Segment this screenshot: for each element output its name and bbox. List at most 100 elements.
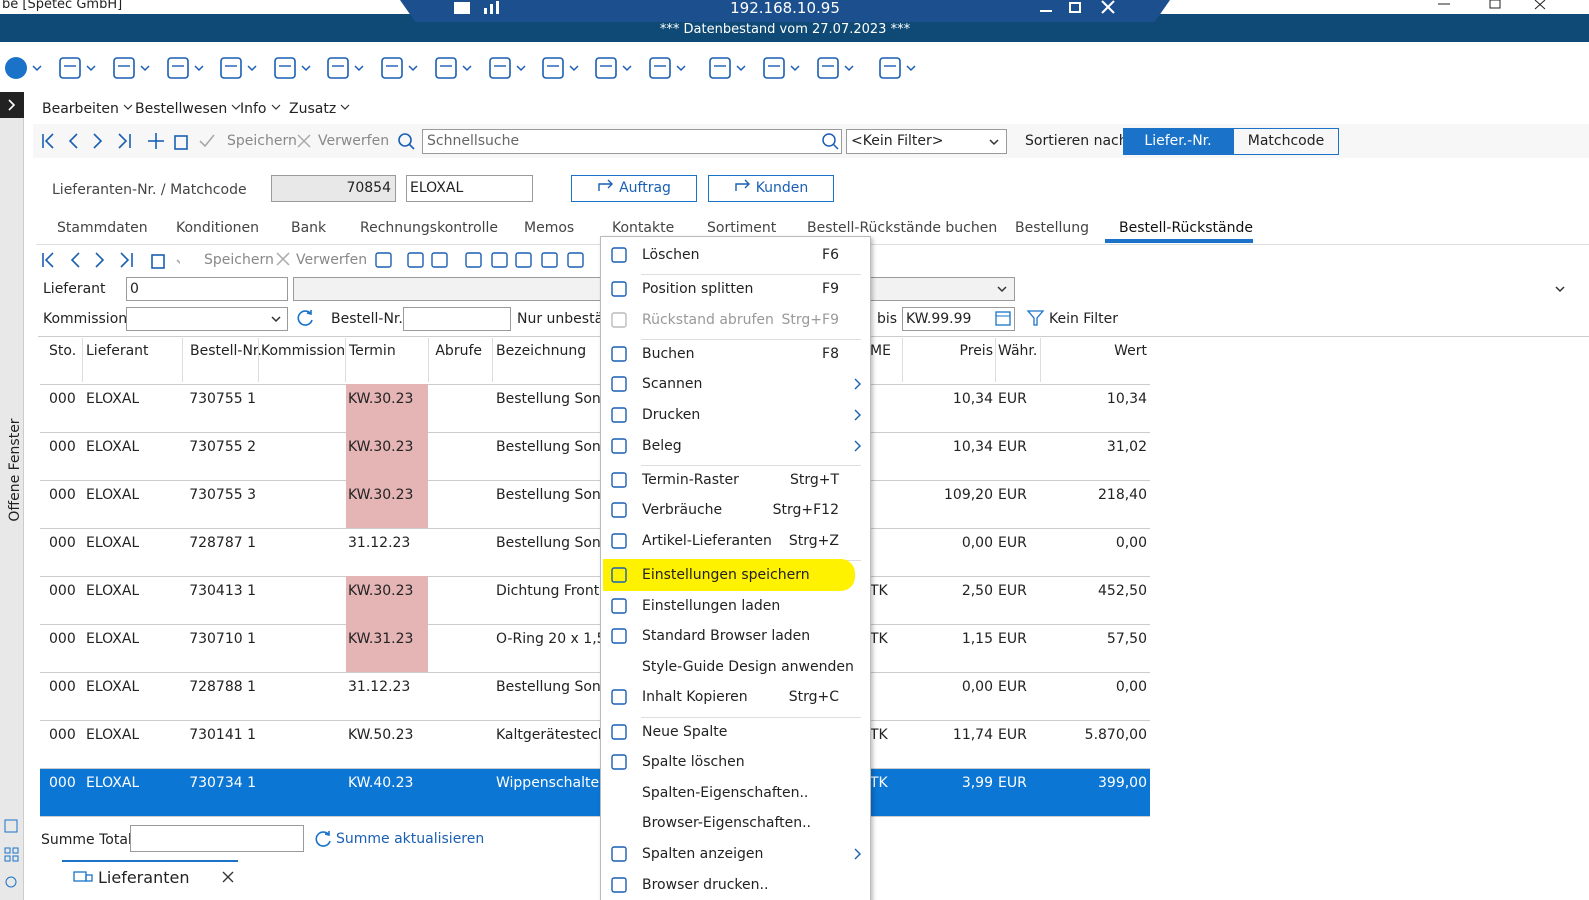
sidebar-toggle[interactable] (0, 92, 24, 118)
toolbar-icon[interactable] (112, 54, 152, 82)
table-cell: 399,00 (1098, 775, 1147, 791)
menu-item[interactable]: Einstellungen speichern (642, 567, 810, 583)
toolbar-icon[interactable] (648, 54, 688, 82)
table-row[interactable] (40, 384, 1150, 432)
menu-item[interactable]: Drucken (642, 407, 701, 423)
tab[interactable]: Bestell-Rückstände buchen (807, 220, 998, 236)
discard-button[interactable]: Verwerfen (318, 133, 390, 149)
menu-item[interactable]: Artikel-Lieferanten (642, 532, 772, 549)
menu-item[interactable]: Verbräuche (642, 502, 723, 519)
remote-controls (450, 0, 1150, 18)
tab[interactable]: Memos (524, 220, 575, 236)
toolbar-icon[interactable] (219, 54, 259, 82)
bis-input[interactable]: KW.99.99 (902, 307, 1015, 331)
table-row[interactable] (40, 672, 1150, 720)
matchcode[interactable]: ELOXAL (406, 175, 533, 202)
sub-nav[interactable] (40, 249, 192, 271)
toolbar-icon[interactable] (594, 54, 634, 82)
toolbar-icon[interactable] (166, 54, 206, 82)
tab[interactable]: Bestell-Rückstände (1119, 220, 1253, 236)
menu-item[interactable]: Bearbeiten (42, 99, 134, 119)
menu-item[interactable]: Inhalt Kopieren (642, 689, 748, 706)
filter-select[interactable]: <Kein Filter> (846, 129, 1007, 154)
filter-icon[interactable] (1026, 309, 1046, 327)
sub-tool-icon[interactable] (514, 250, 534, 270)
lieferant-input[interactable]: 0 (126, 277, 288, 301)
toolbar-icon[interactable] (816, 54, 856, 82)
tab[interactable]: Stammdaten (57, 220, 148, 236)
menu-item[interactable]: Position splitten (642, 281, 754, 298)
table-row[interactable] (40, 624, 1150, 672)
tab[interactable]: Bestellung (1015, 220, 1090, 236)
tab[interactable]: Rechnungskontrolle (360, 220, 499, 236)
toolbar-icon[interactable] (4, 54, 44, 82)
menu-item[interactable]: Neue Spalte (642, 723, 728, 740)
table-row[interactable] (40, 720, 1150, 768)
window-tab[interactable]: Lieferanten (98, 868, 190, 887)
sub-save[interactable]: Speichern (204, 252, 274, 268)
menu-item[interactable]: Buchen (642, 345, 695, 362)
sort-option[interactable]: Matchcode (1233, 128, 1339, 155)
filter-status[interactable]: Kein Filter (1049, 311, 1118, 327)
sort-option[interactable]: Liefer.-Nr. (1123, 128, 1233, 155)
menu-item[interactable]: Spalten-Eigenschaften.. (642, 784, 809, 801)
menu-item[interactable]: Bestellwesen (135, 99, 242, 119)
window-tab-line (62, 860, 238, 862)
refresh-icon[interactable] (296, 308, 316, 328)
menu-item[interactable]: Beleg (642, 437, 682, 454)
sub-tool-icon[interactable] (374, 250, 394, 270)
sub-tool-icon[interactable] (464, 250, 484, 270)
filter-label: Bestell-Nr. (331, 311, 403, 327)
sub-tool-icon[interactable] (540, 250, 560, 270)
toolbar-icon[interactable] (708, 54, 748, 82)
toolbar-icon[interactable] (273, 54, 313, 82)
table-cell: 3,99 (961, 775, 993, 791)
menu-item[interactable]: Einstellungen laden (642, 597, 781, 614)
sub-tool-icon[interactable] (490, 250, 510, 270)
search-input[interactable]: Schnellsuche (422, 129, 842, 154)
window-tab-close[interactable] (222, 871, 234, 883)
toolbar-icon[interactable] (488, 54, 528, 82)
menu-item[interactable]: Spalte löschen (642, 754, 745, 771)
sub-discard[interactable]: Verwerfen (296, 252, 368, 268)
menu-item[interactable]: Scannen (642, 376, 703, 393)
sum-refresh[interactable] (314, 829, 334, 849)
table-cell: 730141 1 (189, 727, 256, 743)
toolbar-icon[interactable] (58, 54, 98, 82)
menu-item[interactable]: Zusatz (289, 99, 351, 119)
toolbar-icon[interactable] (541, 54, 581, 82)
menu-item[interactable]: Browser drucken.. (642, 876, 769, 893)
menu-item[interactable]: Info (240, 99, 282, 119)
menu-item[interactable]: Termin-Raster (642, 471, 739, 488)
table-row[interactable] (40, 480, 1150, 528)
tab[interactable]: Sortiment (707, 220, 777, 236)
sub-tool-icon[interactable] (566, 250, 586, 270)
bestell-input[interactable] (403, 307, 511, 331)
save-button[interactable]: Speichern (227, 133, 297, 149)
toolbar-icon[interactable] (326, 54, 366, 82)
menu-item[interactable]: Browser-Eigenschaften.. (642, 815, 811, 832)
table-row[interactable] (40, 768, 1150, 816)
sum-refresh-button[interactable]: Summe aktualisieren (336, 831, 485, 847)
toolbar-icon[interactable] (434, 54, 474, 82)
link-button[interactable]: Kunden (708, 175, 834, 202)
tab[interactable]: Konditionen (176, 220, 260, 236)
tab[interactable]: Kontakte (612, 220, 675, 236)
link-button[interactable]: Auftrag (571, 175, 697, 202)
menu-item[interactable]: Löschen (642, 247, 700, 263)
nav-buttons[interactable] (40, 130, 260, 152)
table-row[interactable] (40, 576, 1150, 624)
table-row[interactable] (40, 528, 1150, 576)
menu-item[interactable]: Style-Guide Design anwenden (642, 658, 854, 675)
toolbar-icon[interactable] (380, 54, 420, 82)
menu-item[interactable]: Spalten anzeigen (642, 845, 764, 862)
toolbar-icon[interactable] (762, 54, 802, 82)
sub-tool-icon[interactable] (430, 250, 450, 270)
kommission-select[interactable] (126, 307, 288, 331)
table-cell: 0,00 (1115, 679, 1147, 695)
table-row[interactable] (40, 432, 1150, 480)
sub-tool-icon[interactable] (406, 250, 426, 270)
toolbar-icon[interactable] (878, 54, 918, 82)
tab[interactable]: Bank (291, 220, 327, 236)
menu-item[interactable]: Standard Browser laden (642, 628, 811, 645)
